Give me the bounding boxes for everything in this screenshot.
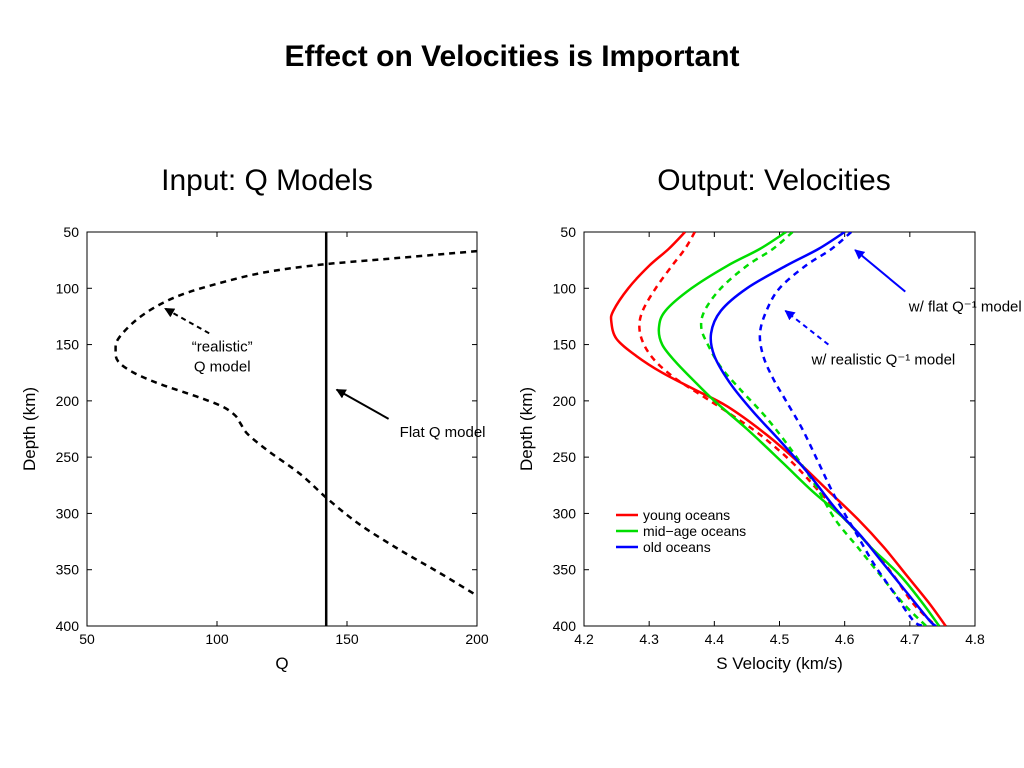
y-tick-label: 350 (56, 562, 80, 578)
x-tick-label: 100 (205, 631, 229, 647)
q-model-chart: 50 100 150 200 50 100 150 200 250 300 350 400 Q Depth… (20, 224, 489, 673)
y-tick-label: 100 (56, 280, 80, 296)
legend-label: mid−age oceans (643, 523, 746, 539)
plot-frame (583, 231, 976, 627)
plot-frame (86, 231, 478, 627)
series-line-young-oceans-solid (609, 232, 947, 626)
series-line-old-oceans-dashed (758, 232, 924, 626)
y-tick-label: 400 (56, 618, 80, 634)
slide-title: Effect on Velocities is Important (284, 40, 740, 73)
velocity-chart: 4.2 4.3 4.4 4.5 4.6 4.7 4.8 50 100 150 200 250 300 35… (517, 224, 1022, 673)
y-tick-label: 200 (553, 393, 577, 409)
annotation-arrow (164, 307, 210, 335)
y-axis-label: Depth (km) (517, 387, 536, 471)
series-line-young-oceans-dashed (638, 232, 937, 626)
annotation-text: w/ realistic Q⁻¹ model (810, 352, 955, 369)
annotation-arrow (854, 249, 906, 293)
x-tick-label: 50 (79, 631, 95, 647)
y-tick-label: 200 (56, 393, 80, 409)
y-tick-label: 50 (63, 224, 79, 240)
x-tick-label: 4.2 (574, 631, 594, 647)
annotation-text: Flat Q model (400, 424, 486, 441)
x-axis-label: S Velocity (km/s) (716, 654, 843, 673)
series-line-curve-dashed (114, 249, 477, 597)
x-tick-label: 4.8 (965, 631, 985, 647)
y-tick-label: 50 (560, 224, 576, 240)
annotation-arrow (335, 388, 390, 420)
right-panel-title: Output: Velocities (657, 164, 891, 197)
x-tick-label: 4.6 (835, 631, 855, 647)
y-tick-label: 250 (553, 449, 577, 465)
y-tick-label: 300 (553, 505, 577, 521)
legend-label: old oceans (643, 539, 711, 555)
legend-label: young oceans (643, 507, 730, 523)
series-line-mid-age-oceans-solid (657, 232, 941, 626)
x-tick-label: 150 (335, 631, 359, 647)
x-tick-label: 4.5 (770, 631, 790, 647)
x-tick-label: 4.7 (900, 631, 920, 647)
series-line-old-oceans-solid (709, 232, 937, 626)
series-line-mid-age-oceans-dashed (699, 232, 928, 626)
x-axis-label: Q (275, 654, 288, 673)
y-axis-label: Depth (km) (20, 387, 39, 471)
annotation-arrow (784, 310, 829, 346)
x-tick-label: 4.3 (639, 631, 659, 647)
x-tick-label: 200 (465, 631, 489, 647)
y-tick-label: 150 (553, 337, 577, 353)
y-tick-label: 300 (56, 505, 80, 521)
y-tick-label: 350 (553, 562, 577, 578)
y-tick-label: 150 (56, 337, 80, 353)
x-tick-label: 4.4 (705, 631, 725, 647)
y-tick-label: 400 (553, 618, 577, 634)
y-tick-label: 250 (56, 449, 80, 465)
annotation-text: “realistic” (192, 338, 253, 355)
annotation-text: Q model (194, 358, 251, 375)
annotation-text: w/ flat Q⁻¹ model (908, 299, 1022, 316)
left-panel-title: Input: Q Models (161, 164, 373, 197)
y-tick-label: 100 (553, 280, 577, 296)
